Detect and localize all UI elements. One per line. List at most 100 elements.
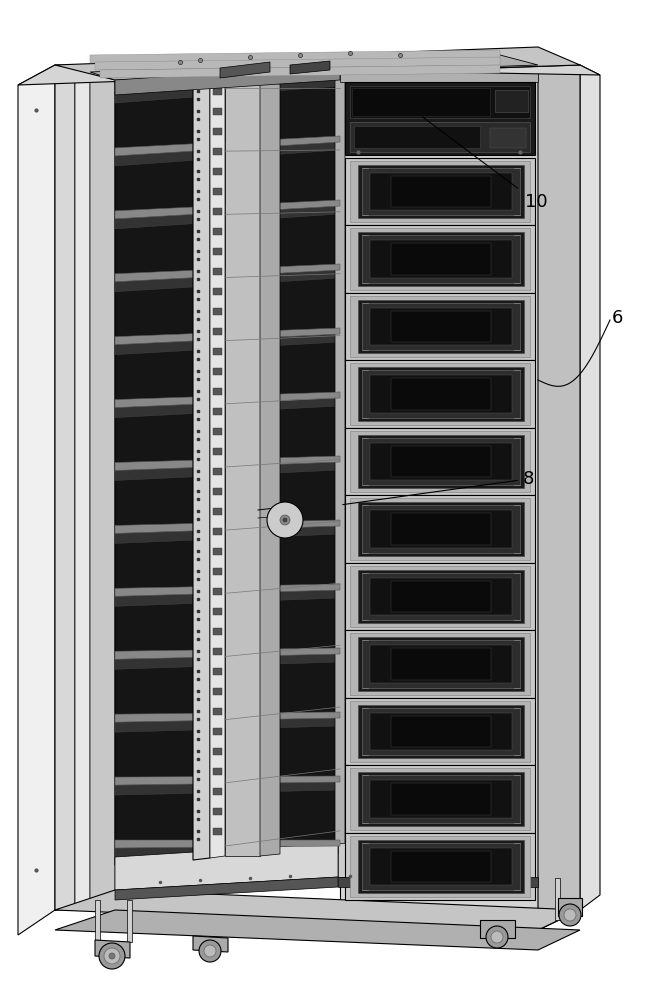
Polygon shape bbox=[115, 72, 340, 93]
Polygon shape bbox=[358, 705, 524, 758]
Bar bbox=[213, 688, 222, 695]
Polygon shape bbox=[193, 936, 228, 952]
Bar bbox=[213, 148, 222, 155]
Polygon shape bbox=[370, 308, 512, 345]
Circle shape bbox=[99, 943, 125, 969]
Polygon shape bbox=[558, 898, 582, 916]
Polygon shape bbox=[362, 640, 520, 688]
Polygon shape bbox=[335, 65, 345, 850]
Polygon shape bbox=[350, 363, 530, 425]
Text: 10: 10 bbox=[525, 193, 547, 211]
Bar bbox=[213, 708, 222, 715]
Polygon shape bbox=[345, 225, 535, 293]
Bar bbox=[213, 568, 222, 575]
Circle shape bbox=[109, 953, 115, 959]
Polygon shape bbox=[345, 765, 535, 833]
Bar bbox=[213, 248, 222, 255]
Polygon shape bbox=[370, 240, 512, 278]
Polygon shape bbox=[193, 78, 210, 860]
Polygon shape bbox=[115, 846, 340, 858]
Bar bbox=[213, 788, 222, 795]
Polygon shape bbox=[345, 833, 535, 900]
Polygon shape bbox=[115, 264, 340, 282]
Polygon shape bbox=[345, 293, 535, 360]
Polygon shape bbox=[370, 510, 512, 548]
Polygon shape bbox=[391, 243, 491, 275]
Polygon shape bbox=[115, 392, 340, 408]
Polygon shape bbox=[115, 206, 340, 229]
Polygon shape bbox=[362, 235, 520, 283]
Polygon shape bbox=[358, 570, 524, 623]
Polygon shape bbox=[345, 158, 535, 225]
Polygon shape bbox=[350, 86, 530, 118]
Bar bbox=[213, 448, 222, 455]
Polygon shape bbox=[55, 47, 580, 80]
Text: 8: 8 bbox=[523, 470, 534, 488]
Polygon shape bbox=[538, 65, 580, 930]
Polygon shape bbox=[350, 431, 530, 492]
Polygon shape bbox=[370, 173, 512, 210]
Bar bbox=[213, 208, 222, 215]
Polygon shape bbox=[345, 630, 535, 698]
Polygon shape bbox=[115, 200, 340, 219]
Polygon shape bbox=[391, 581, 491, 612]
Polygon shape bbox=[358, 300, 524, 353]
Bar bbox=[213, 408, 222, 415]
Polygon shape bbox=[338, 877, 538, 887]
Circle shape bbox=[199, 940, 221, 962]
Polygon shape bbox=[358, 165, 524, 218]
Polygon shape bbox=[391, 311, 491, 342]
Circle shape bbox=[204, 945, 216, 957]
Polygon shape bbox=[495, 90, 528, 112]
Polygon shape bbox=[358, 772, 524, 826]
Bar bbox=[213, 268, 222, 275]
Polygon shape bbox=[350, 122, 530, 152]
Polygon shape bbox=[115, 462, 340, 481]
Bar bbox=[213, 348, 222, 355]
Polygon shape bbox=[90, 50, 500, 63]
Polygon shape bbox=[55, 65, 75, 910]
Polygon shape bbox=[338, 843, 535, 877]
Circle shape bbox=[280, 515, 290, 525]
Bar bbox=[213, 608, 222, 615]
Polygon shape bbox=[370, 645, 512, 683]
Polygon shape bbox=[362, 438, 520, 485]
Bar bbox=[213, 668, 222, 675]
Polygon shape bbox=[350, 701, 530, 762]
Polygon shape bbox=[115, 877, 338, 900]
Polygon shape bbox=[115, 456, 340, 471]
Polygon shape bbox=[90, 55, 538, 80]
Polygon shape bbox=[358, 502, 524, 556]
Polygon shape bbox=[362, 775, 520, 823]
Polygon shape bbox=[115, 590, 340, 606]
Polygon shape bbox=[362, 708, 520, 755]
Polygon shape bbox=[350, 228, 530, 290]
Polygon shape bbox=[270, 510, 300, 530]
Polygon shape bbox=[115, 712, 340, 722]
Polygon shape bbox=[358, 435, 524, 488]
Polygon shape bbox=[95, 940, 130, 958]
Polygon shape bbox=[350, 161, 530, 222]
Polygon shape bbox=[370, 780, 512, 818]
Polygon shape bbox=[115, 136, 340, 156]
Polygon shape bbox=[95, 900, 100, 940]
Polygon shape bbox=[115, 776, 340, 785]
Polygon shape bbox=[362, 303, 520, 350]
Circle shape bbox=[267, 502, 303, 538]
Bar bbox=[213, 468, 222, 475]
Polygon shape bbox=[290, 61, 330, 74]
Polygon shape bbox=[90, 75, 115, 908]
Polygon shape bbox=[538, 65, 580, 930]
Circle shape bbox=[559, 904, 581, 926]
Polygon shape bbox=[345, 360, 535, 428]
Bar bbox=[213, 328, 222, 335]
Bar bbox=[213, 508, 222, 515]
Polygon shape bbox=[362, 573, 520, 620]
Polygon shape bbox=[391, 513, 491, 545]
Polygon shape bbox=[370, 443, 512, 480]
Bar bbox=[213, 168, 222, 175]
Bar bbox=[213, 528, 222, 535]
Bar bbox=[213, 128, 222, 135]
Polygon shape bbox=[358, 367, 524, 421]
Polygon shape bbox=[115, 270, 340, 292]
